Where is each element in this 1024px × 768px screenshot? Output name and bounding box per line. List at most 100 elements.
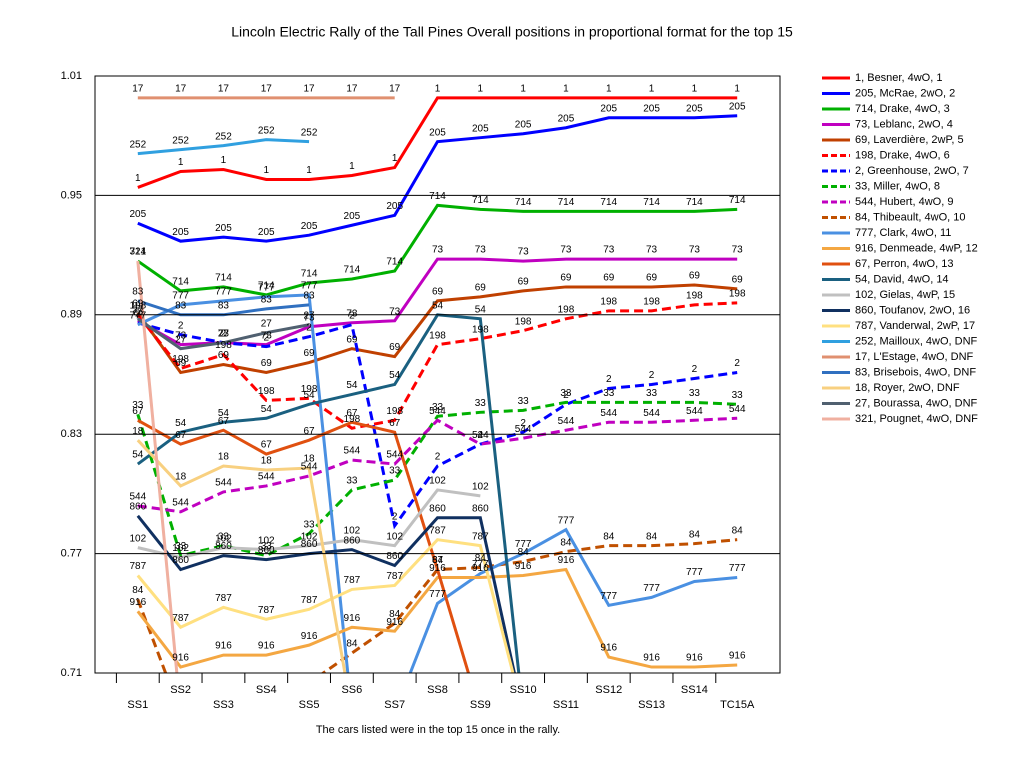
legend-label: 714, Drake, 4wO, 3	[855, 103, 950, 115]
point-label: 73	[603, 245, 615, 256]
point-label: 73	[432, 245, 444, 256]
point-label: 102	[472, 482, 489, 493]
point-label: 84	[432, 555, 444, 566]
x-tick-label: SS3	[213, 699, 234, 711]
point-label: 69	[432, 287, 444, 298]
point-label: 916	[301, 631, 318, 642]
point-label: 102	[172, 543, 189, 554]
legend-label: 252, Mailloux, 4wO, DNF	[855, 335, 978, 347]
point-label: 27	[218, 328, 230, 339]
point-label: 1	[692, 84, 698, 95]
legend-label: 1, Besner, 4wO, 1	[855, 72, 942, 84]
point-label: 544	[643, 408, 660, 419]
x-tick-label: SS4	[256, 684, 277, 696]
point-label: 1	[221, 155, 227, 166]
point-label: 17	[389, 84, 401, 95]
point-label: 198	[558, 304, 575, 315]
point-label: 198	[429, 330, 446, 341]
point-label: 205	[643, 103, 660, 114]
point-label: 777	[215, 287, 232, 298]
x-tick-label: SS11	[553, 699, 579, 711]
point-label: 777	[729, 563, 746, 574]
point-label: 860	[258, 545, 275, 556]
point-label: 1	[178, 157, 184, 168]
point-label: 916	[129, 597, 146, 608]
point-label: 84	[389, 609, 401, 620]
point-label: 777	[686, 567, 703, 578]
y-tick-label: 0.95	[61, 189, 82, 201]
point-label: 714	[472, 195, 489, 206]
point-label: 205	[386, 201, 403, 212]
legend-label: 67, Perron, 4wO, 13	[855, 258, 953, 270]
series-line	[137, 418, 470, 673]
point-label: 198	[386, 406, 403, 417]
point-label: 544	[172, 497, 189, 508]
point-label: 2	[563, 390, 569, 401]
point-label: 102	[386, 531, 403, 542]
point-label: 84	[132, 585, 144, 596]
point-label: 54	[261, 404, 273, 415]
point-label: 787	[344, 575, 361, 586]
point-label: 84	[475, 553, 487, 564]
point-label: 205	[729, 101, 746, 112]
point-label: 84	[689, 529, 701, 540]
point-label: 2	[606, 374, 612, 385]
point-label: 102	[344, 525, 361, 536]
point-label: 198	[686, 290, 703, 301]
point-label: 54	[218, 408, 230, 419]
x-tick-label: SS8	[427, 684, 448, 696]
point-label: 252	[129, 139, 146, 150]
point-label: 1	[649, 84, 655, 95]
point-label: 33	[518, 396, 530, 407]
point-label: 714	[172, 277, 189, 288]
legend-label: 17, L'Estage, 4wO, DNF	[855, 351, 974, 363]
x-tick-label: SS2	[170, 684, 191, 696]
point-label: 73	[560, 245, 572, 256]
series-line	[136, 538, 515, 673]
point-label: 1	[606, 84, 612, 95]
point-label: 2	[734, 358, 740, 369]
point-label: 18	[304, 454, 316, 465]
point-label: 205	[686, 103, 703, 114]
point-label: 252	[172, 135, 189, 146]
point-label: 27	[261, 318, 273, 329]
point-label: 73	[304, 312, 316, 323]
point-label: 33	[732, 390, 744, 401]
legend-label: 916, Denmeade, 4wP, 12	[855, 242, 978, 254]
point-label: 777	[429, 589, 446, 600]
series-line	[137, 138, 310, 156]
point-label: 69	[560, 273, 572, 284]
point-label: 102	[301, 531, 318, 542]
point-label: 860	[172, 555, 189, 566]
point-label: 33	[132, 400, 144, 411]
point-label: 67	[389, 418, 401, 429]
point-label: 83	[218, 300, 230, 311]
point-label: 67	[432, 555, 444, 566]
point-label: 787	[386, 571, 403, 582]
chart-title: Lincoln Electric Rally of the Tall Pines…	[231, 24, 793, 40]
point-label: 67	[175, 430, 187, 441]
point-label: 252	[215, 131, 232, 142]
point-label: 916	[558, 555, 575, 566]
series-line	[137, 114, 738, 243]
point-label: 18	[218, 452, 230, 463]
legend-label: 33, Miller, 4wO, 8	[855, 180, 940, 192]
point-label: 33	[603, 388, 615, 399]
point-label: 2	[349, 310, 355, 321]
point-label: 33	[218, 531, 230, 542]
point-label: 205	[600, 103, 617, 114]
point-label: 205	[558, 113, 575, 124]
series-line	[137, 293, 738, 673]
point-label: 544	[472, 430, 489, 441]
legend-label: 27, Bourassa, 4wO, DNF	[855, 397, 978, 409]
point-label: 73	[732, 245, 744, 256]
point-label: 84	[346, 639, 358, 650]
series-line	[136, 439, 347, 673]
point-label: 2	[392, 511, 398, 522]
point-label: 67	[304, 426, 316, 437]
point-label: 67	[132, 406, 144, 417]
point-label: 73	[132, 306, 144, 317]
point-label: 17	[261, 84, 273, 95]
series-line	[136, 260, 179, 673]
series-line	[136, 313, 521, 673]
